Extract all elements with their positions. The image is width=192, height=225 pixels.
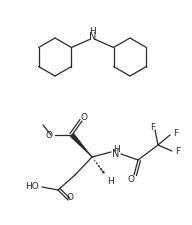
Text: O: O <box>45 131 52 140</box>
Text: HO: HO <box>25 182 39 191</box>
Text: N: N <box>112 148 120 158</box>
Polygon shape <box>70 134 92 157</box>
Text: F: F <box>175 147 180 156</box>
Text: F: F <box>173 129 178 138</box>
Text: O: O <box>80 113 88 122</box>
Text: H: H <box>113 144 119 153</box>
Text: N: N <box>89 31 96 41</box>
Text: H: H <box>89 27 96 36</box>
Text: F: F <box>151 122 156 131</box>
Text: O: O <box>127 175 135 184</box>
Text: H: H <box>107 176 114 185</box>
Text: O: O <box>66 193 74 202</box>
